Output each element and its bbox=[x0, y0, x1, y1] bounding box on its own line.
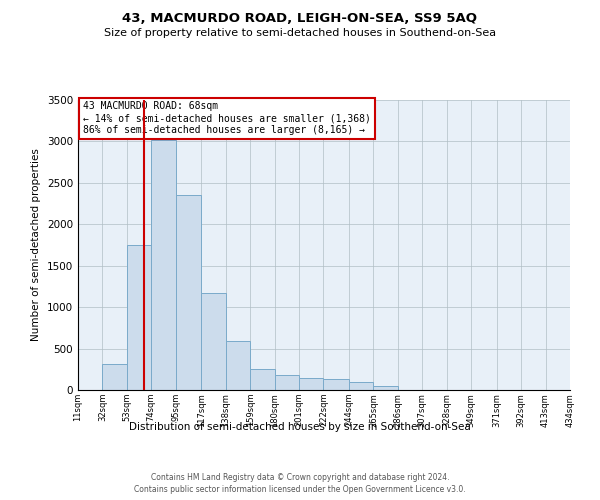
Bar bbox=[275, 374, 299, 390]
Text: 43, MACMURDO ROAD, LEIGH-ON-SEA, SS9 5AQ: 43, MACMURDO ROAD, LEIGH-ON-SEA, SS9 5AQ bbox=[122, 12, 478, 26]
Bar bbox=[373, 386, 398, 390]
Text: Contains HM Land Registry data © Crown copyright and database right 2024.: Contains HM Land Registry data © Crown c… bbox=[151, 472, 449, 482]
Bar bbox=[299, 378, 323, 390]
Text: Size of property relative to semi-detached houses in Southend-on-Sea: Size of property relative to semi-detach… bbox=[104, 28, 496, 38]
Text: Distribution of semi-detached houses by size in Southend-on-Sea: Distribution of semi-detached houses by … bbox=[129, 422, 471, 432]
Bar bbox=[349, 382, 373, 390]
Bar bbox=[127, 245, 151, 390]
Y-axis label: Number of semi-detached properties: Number of semi-detached properties bbox=[31, 148, 41, 342]
Bar bbox=[226, 341, 250, 390]
Bar bbox=[250, 370, 275, 390]
Bar bbox=[201, 293, 226, 390]
Bar bbox=[103, 364, 127, 390]
Bar bbox=[151, 140, 176, 390]
Text: Contains public sector information licensed under the Open Government Licence v3: Contains public sector information licen… bbox=[134, 485, 466, 494]
Bar bbox=[176, 196, 201, 390]
Text: 43 MACMURDO ROAD: 68sqm
← 14% of semi-detached houses are smaller (1,368)
86% of: 43 MACMURDO ROAD: 68sqm ← 14% of semi-de… bbox=[83, 102, 371, 134]
Bar bbox=[323, 379, 349, 390]
